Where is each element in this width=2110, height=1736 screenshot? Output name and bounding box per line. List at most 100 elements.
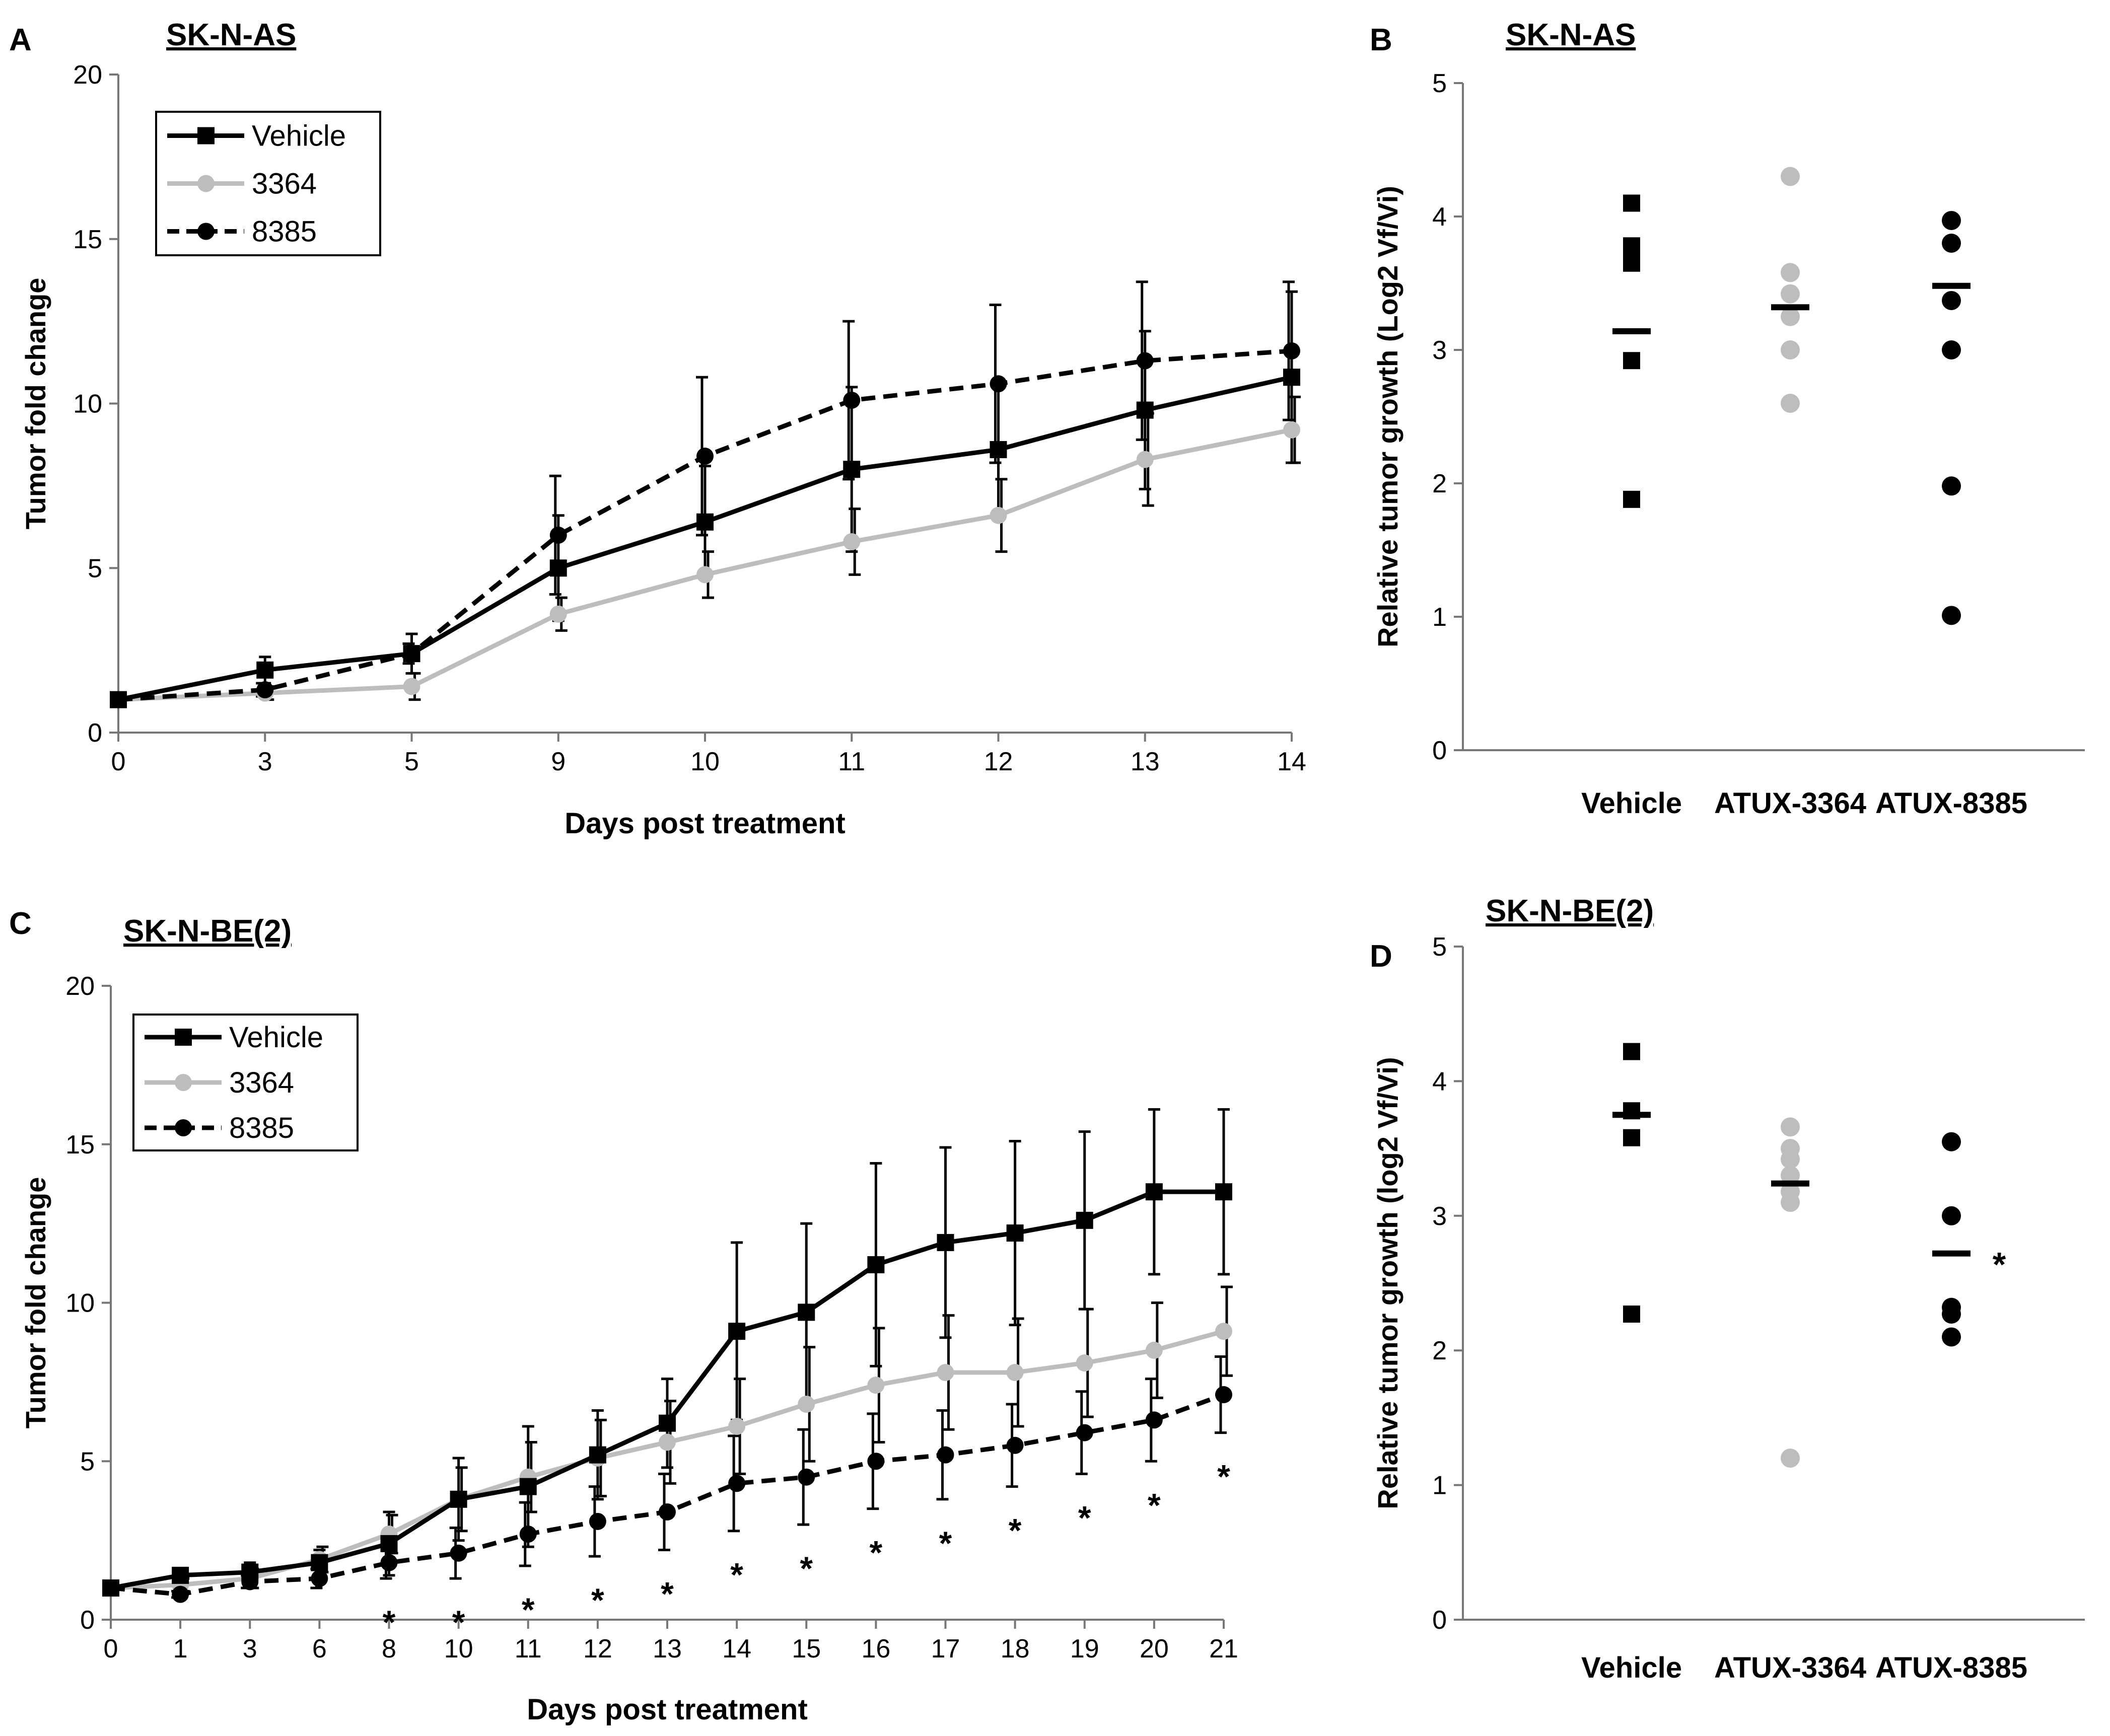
data-point	[937, 1446, 954, 1464]
data-point	[843, 533, 861, 550]
significance-asterisk: *	[800, 1550, 813, 1587]
significance-asterisk: *	[870, 1534, 883, 1571]
data-point	[659, 1433, 676, 1451]
data-point	[256, 661, 274, 679]
data-point	[1006, 1224, 1024, 1242]
data-point	[172, 1566, 189, 1584]
data-point	[172, 1585, 189, 1603]
x-tick-label: 11	[515, 1634, 542, 1663]
data-point	[1076, 1211, 1093, 1229]
data-point	[1136, 451, 1154, 468]
y-tick-label: 15	[65, 1130, 95, 1160]
x-category-label: Vehicle	[1581, 1651, 1682, 1684]
data-point	[696, 513, 714, 531]
panel-c-title: SK-N-BE(2)	[123, 914, 292, 949]
chart-panel-d: 0 1 2 3 4 5 Relative tumor growth (log2 Vf/Vi)…	[1372, 932, 2085, 1684]
data-point	[798, 1304, 815, 1321]
significance-asterisk: *	[591, 1581, 604, 1619]
legend-label: 3364	[229, 1066, 294, 1099]
significance-asterisk: *	[383, 1604, 396, 1641]
data-point	[1006, 1436, 1024, 1454]
data-point	[1283, 421, 1300, 439]
y-tick-label: 20	[65, 972, 95, 1001]
data-point	[937, 1234, 954, 1251]
data-point	[798, 1468, 815, 1486]
panel-letter-c: C	[9, 906, 32, 941]
x-tick-label: 5	[404, 747, 419, 776]
data-point	[102, 1579, 119, 1597]
data-point	[1145, 1183, 1163, 1201]
legend-label: 8385	[229, 1112, 294, 1144]
y-tick-label: 3	[1432, 1202, 1447, 1231]
data-point	[450, 1544, 467, 1562]
y-axis-label: Relative tumor growth (Log2 Vf/Vi)	[1372, 186, 1403, 647]
chart-panel-a: 0 5 10 15 20 Tumor fold change 0 3 5 9 10 11 12 13 14 D…	[20, 60, 1306, 840]
x-tick-label: 1	[173, 1634, 188, 1663]
y-tick-label: 2	[1432, 469, 1447, 498]
x-tick-label: 21	[1209, 1634, 1238, 1663]
data-point	[696, 448, 714, 465]
data-point	[867, 1453, 885, 1470]
data-point	[1781, 1117, 1800, 1137]
data-point	[241, 1573, 259, 1590]
x-category-label: ATUX-3364	[1714, 787, 1866, 820]
data-point	[1283, 369, 1300, 386]
data-point	[1942, 210, 1961, 230]
significance-asterisk: *	[522, 1591, 535, 1628]
data-point	[1942, 340, 1961, 359]
y-axis-label: Tumor fold change	[20, 278, 51, 530]
legend-marker	[197, 127, 215, 144]
data-point	[1781, 394, 1800, 413]
chart-panel-b: 0 1 2 3 4 5 Relative tumor growth (Log2 Vf/Vi)…	[1372, 69, 2085, 820]
data-point	[450, 1490, 467, 1508]
data-point	[311, 1554, 328, 1571]
y-tick-label: 5	[80, 1447, 95, 1476]
x-tick-label: 12	[583, 1634, 612, 1663]
data-point	[380, 1535, 398, 1552]
panel-letter-b: B	[1370, 23, 1392, 57]
x-tick-label: 9	[551, 747, 566, 776]
data-point	[1942, 1305, 1961, 1324]
legend-marker	[175, 1029, 192, 1046]
x-tick-label: 6	[312, 1634, 327, 1663]
x-tick-label: 14	[1277, 747, 1306, 776]
data-point	[1781, 263, 1800, 282]
x-tick-label: 10	[690, 747, 720, 776]
data-point	[1942, 1132, 1961, 1151]
data-point	[1136, 401, 1154, 419]
data-point	[798, 1395, 815, 1413]
data-point	[1942, 234, 1961, 253]
y-tick-label: 20	[73, 60, 102, 90]
legend-label: 3364	[252, 168, 317, 200]
x-tick-label: 8	[382, 1634, 396, 1663]
significance-asterisk: *	[1009, 1512, 1022, 1549]
x-tick-label: 13	[653, 1634, 682, 1663]
data-point	[867, 1377, 885, 1394]
data-point	[1076, 1354, 1093, 1372]
data-point	[403, 645, 420, 663]
x-category-label: ATUX-8385	[1875, 1651, 2027, 1684]
legend-marker	[197, 223, 215, 240]
y-tick-label: 5	[88, 554, 102, 583]
data-point	[1283, 342, 1300, 359]
data-point	[1215, 1183, 1232, 1201]
significance-asterisk: *	[661, 1575, 674, 1613]
x-axis-label: Days post treatment	[527, 1693, 808, 1726]
x-tick-label: 3	[243, 1634, 257, 1663]
panel-letter-a: A	[9, 23, 32, 57]
data-point	[1215, 1386, 1232, 1404]
data-point	[696, 566, 714, 584]
data-point	[990, 507, 1007, 524]
x-tick-label: 11	[838, 747, 865, 776]
data-point	[403, 678, 420, 695]
x-tick-label: 14	[722, 1634, 751, 1663]
data-point	[937, 1363, 954, 1381]
y-tick-label: 0	[88, 718, 102, 748]
data-point	[1623, 194, 1640, 212]
data-point	[1942, 1327, 1961, 1347]
data-point	[659, 1414, 676, 1432]
data-point	[1215, 1323, 1232, 1340]
data-point	[1942, 291, 1961, 310]
x-tick-label: 16	[861, 1634, 890, 1663]
